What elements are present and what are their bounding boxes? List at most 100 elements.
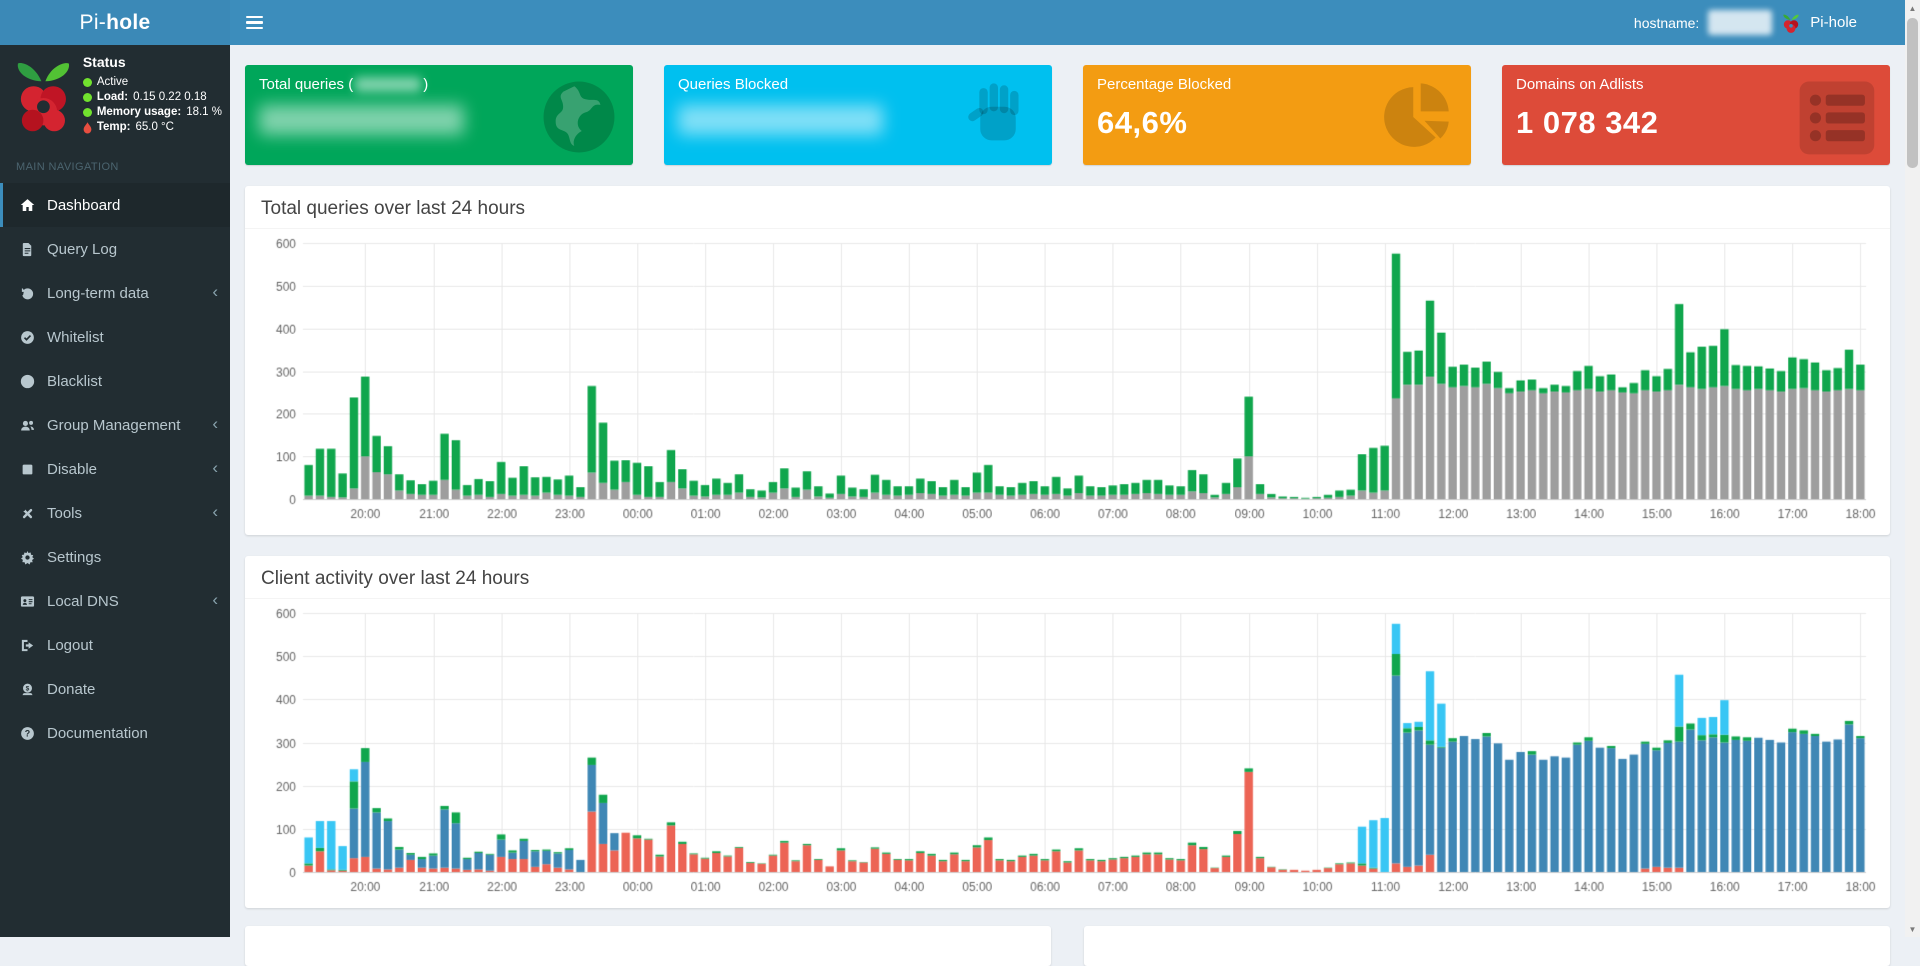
history-icon: [16, 286, 38, 301]
sidebar-item-label: Dashboard: [47, 197, 218, 214]
sidebar-item-local-dns[interactable]: Local DNS ‹: [0, 579, 230, 623]
total-queries-chart[interactable]: [259, 233, 1876, 525]
chevron-left-icon: ‹: [212, 283, 218, 303]
sidebar-item-label: Long-term data: [47, 285, 212, 302]
sidebar-item-label: Logout: [47, 637, 218, 654]
stop-icon: [16, 462, 38, 477]
address-card-icon: [16, 594, 38, 609]
chevron-left-icon: ‹: [212, 503, 218, 523]
sidebar-item-label: Disable: [47, 461, 212, 478]
navbar-main: hostname: Pi-hole: [230, 0, 1905, 45]
globe-icon: [537, 75, 621, 159]
tools-icon: [16, 506, 38, 521]
pihole-raspberry-icon: [1781, 12, 1801, 34]
sidebar-item-donate[interactable]: $ Donate: [0, 667, 230, 711]
sidebar-item-tools[interactable]: Tools ‹: [0, 491, 230, 535]
panel-total-queries-title: Total queries over last 24 hours: [245, 186, 1890, 229]
status-memory-dot-icon: [83, 108, 92, 117]
hostname-value-redacted: [1708, 10, 1772, 35]
sign-out-icon: [16, 638, 38, 653]
pihole-raspberry-logo: [14, 55, 73, 137]
ban-icon: [16, 374, 38, 389]
sidebar-item-long-term-data[interactable]: Long-term data ‹: [0, 271, 230, 315]
sidebar-item-settings[interactable]: Settings: [0, 535, 230, 579]
card-queries-blocked[interactable]: Queries Blocked: [664, 65, 1052, 165]
card-total-queries-[interactable]: Total queries (): [245, 65, 633, 165]
sidebar: Status Active Load: 0.15 0.22 0.18 Memor…: [0, 45, 230, 937]
app-logo-bold: hole: [106, 11, 150, 35]
hand-icon: [956, 75, 1040, 159]
status-info: Status Active Load: 0.15 0.22 0.18 Memor…: [83, 55, 222, 137]
summary-cards-row: Total queries () Queries Blocked Percent…: [245, 65, 1890, 165]
pie-chart-icon: [1375, 75, 1459, 159]
status-temp-value: 65.0 °C: [135, 120, 173, 135]
status-load-values: 0.15 0.22 0.18: [133, 90, 207, 105]
navbar-right: hostname: Pi-hole: [1634, 10, 1905, 35]
donate-icon: $: [16, 682, 38, 697]
panel-client-activity: Client activity over last 24 hours: [245, 556, 1890, 907]
temperature-flame-icon: [83, 122, 92, 134]
status-memory-value: 18.1 %: [186, 105, 222, 120]
check-circle-icon: [16, 330, 38, 345]
bottom-panels-row: [245, 926, 1890, 966]
list-icon: [1794, 75, 1878, 159]
card-percentage-blocked[interactable]: Percentage Blocked 64,6%: [1083, 65, 1471, 165]
status-active-row: Active: [83, 75, 222, 90]
sidebar-item-blacklist[interactable]: Blacklist: [0, 359, 230, 403]
status-temp-row: Temp: 65.0 °C: [83, 120, 222, 135]
sidebar-item-group-management[interactable]: Group Management ‹: [0, 403, 230, 447]
status-load-row: Load: 0.15 0.22 0.18: [83, 90, 222, 105]
sidebar-item-label: Donate: [47, 681, 218, 698]
svg-text:$: $: [25, 685, 29, 692]
sidebar-item-documentation[interactable]: ? Documentation: [0, 711, 230, 755]
status-temp-label: Temp:: [97, 120, 131, 135]
card-domains-on-adlists[interactable]: Domains on Adlists 1 078 342: [1502, 65, 1890, 165]
client-activity-chart[interactable]: [259, 603, 1876, 897]
page-scrollbar[interactable]: ▲ ▼: [1905, 0, 1920, 937]
chevron-left-icon: ‹: [212, 591, 218, 611]
redacted-text: [355, 77, 421, 92]
sidebar-item-query-log[interactable]: Query Log: [0, 227, 230, 271]
sidebar-item-label: Settings: [47, 549, 218, 566]
sidebar-item-label: Local DNS: [47, 593, 212, 610]
status-memory-label: Memory usage:: [97, 105, 181, 120]
hostname-label: hostname:: [1634, 15, 1699, 31]
sidebar-item-label: Tools: [47, 505, 212, 522]
status-active-label: Active: [97, 75, 128, 90]
file-icon: [16, 242, 38, 257]
chevron-left-icon: ‹: [212, 459, 218, 479]
svg-text:?: ?: [24, 728, 29, 738]
sidebar-menu: Dashboard Query Log Long-term data ‹ Whi…: [0, 183, 230, 755]
scrollbar-down-arrow-icon[interactable]: ▼: [1905, 921, 1920, 937]
panel-total-queries: Total queries over last 24 hours: [245, 186, 1890, 535]
sidebar-item-dashboard[interactable]: Dashboard: [0, 183, 230, 227]
redacted-value: [259, 105, 464, 135]
question-circle-icon: ?: [16, 726, 38, 741]
scrollbar-thumb[interactable]: [1907, 18, 1918, 168]
sidebar-item-logout[interactable]: Logout: [0, 623, 230, 667]
status-panel: Status Active Load: 0.15 0.22 0.18 Memor…: [0, 45, 230, 149]
status-load-label: Load:: [97, 90, 128, 105]
sidebar-toggle-button[interactable]: [230, 0, 279, 45]
sidebar-item-whitelist[interactable]: Whitelist: [0, 315, 230, 359]
app-logo[interactable]: Pi-hole: [0, 0, 230, 45]
sidebar-item-label: Whitelist: [47, 329, 218, 346]
panel-client-activity-title: Client activity over last 24 hours: [245, 556, 1890, 599]
status-title: Status: [83, 55, 222, 70]
status-memory-row: Memory usage: 18.1 %: [83, 105, 222, 120]
navbar-brand-right: Pi-hole: [1810, 14, 1857, 31]
panel-stub-left: [245, 926, 1051, 966]
chevron-left-icon: ‹: [212, 415, 218, 435]
sidebar-item-label: Group Management: [47, 417, 212, 434]
gear-icon: [16, 550, 38, 565]
sidebar-item-disable[interactable]: Disable ‹: [0, 447, 230, 491]
app-logo-light: Pi-: [80, 11, 107, 35]
scrollbar-up-arrow-icon[interactable]: ▲: [1905, 0, 1920, 16]
top-navbar: Pi-hole hostname: Pi-hole: [0, 0, 1905, 45]
status-active-dot-icon: [83, 78, 92, 87]
panel-stub-right: [1084, 926, 1890, 966]
sidebar-item-label: Query Log: [47, 241, 218, 258]
sidebar-item-label: Documentation: [47, 725, 218, 742]
home-icon: [16, 198, 38, 213]
sidebar-item-label: Blacklist: [47, 373, 218, 390]
